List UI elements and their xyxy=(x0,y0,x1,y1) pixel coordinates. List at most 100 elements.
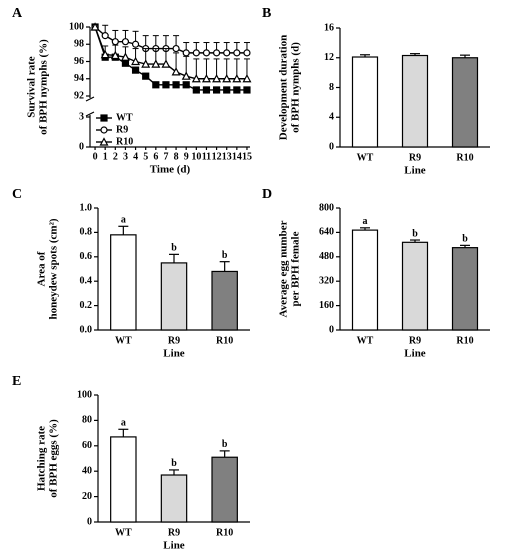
y-tick-label: 20 xyxy=(82,491,92,502)
axis-break xyxy=(85,96,95,102)
significance-letter: b xyxy=(171,243,177,254)
x-tick-label: WT xyxy=(115,527,132,538)
marker xyxy=(171,67,181,76)
marker xyxy=(222,73,232,83)
marker xyxy=(223,86,231,94)
y-tick-label: 80 xyxy=(82,415,92,426)
x-tick-label: 14 xyxy=(232,151,242,162)
legend-label: WT xyxy=(116,112,133,123)
panel-label: D xyxy=(262,187,272,202)
marker xyxy=(202,49,211,57)
x-tick-label: 6 xyxy=(153,151,158,162)
x-tick-label: 1 xyxy=(103,151,108,162)
marker xyxy=(233,86,241,94)
y-tick-label: 3 xyxy=(79,111,84,122)
marker xyxy=(101,32,109,40)
marker xyxy=(192,86,200,94)
x-tick-label: 12 xyxy=(212,151,222,162)
y-tick-label: 1.0 xyxy=(80,202,93,213)
marker xyxy=(232,73,242,83)
marker xyxy=(110,50,120,60)
bar xyxy=(451,57,479,148)
y-axis-label: per BPH female xyxy=(290,231,302,306)
x-tick-label: 5 xyxy=(143,151,148,162)
marker xyxy=(162,81,170,89)
significance-letter: b xyxy=(462,234,468,245)
y-tick-label: 800 xyxy=(319,202,334,213)
x-tick-label: WT xyxy=(357,152,374,163)
line xyxy=(94,26,247,80)
marker xyxy=(120,52,130,61)
x-tick-label: WT xyxy=(115,335,132,346)
x-tick-label: 10 xyxy=(191,151,201,162)
significance-letter: a xyxy=(363,216,368,227)
marker xyxy=(142,72,150,80)
x-tick-label: R9 xyxy=(168,335,180,346)
y-tick-label: 0.2 xyxy=(80,300,93,311)
marker xyxy=(172,44,180,53)
panel-label: C xyxy=(12,187,22,202)
y-tick-label: 12 xyxy=(324,52,334,63)
x-axis-label: Line xyxy=(404,165,426,177)
marker xyxy=(141,59,151,68)
marker xyxy=(111,38,119,46)
x-tick-label: 8 xyxy=(174,151,179,162)
marker xyxy=(202,86,211,94)
x-tick-label: 15 xyxy=(242,151,252,162)
line xyxy=(94,26,247,54)
marker xyxy=(182,81,190,89)
bar xyxy=(160,474,188,523)
x-tick-label: R9 xyxy=(168,527,180,538)
marker xyxy=(161,59,171,68)
line xyxy=(94,26,247,91)
y-axis-label: Area of xyxy=(36,251,48,286)
bar xyxy=(401,241,429,331)
significance-letter: b xyxy=(171,458,177,469)
marker xyxy=(90,22,100,31)
x-axis-label: Line xyxy=(404,348,426,360)
x-tick-label: R10 xyxy=(216,527,233,538)
bar xyxy=(211,270,238,331)
x-tick-label: R10 xyxy=(456,152,473,163)
bar xyxy=(351,56,379,148)
panel-label: A xyxy=(12,6,23,21)
y-tick-label: 0.6 xyxy=(80,251,93,262)
legend-label: R9 xyxy=(116,124,128,135)
marker xyxy=(131,40,140,48)
y-tick-label: 96 xyxy=(74,56,84,67)
bar xyxy=(211,456,238,523)
x-axis-label: Time (d) xyxy=(150,164,191,176)
significance-letter: b xyxy=(222,439,228,450)
y-tick-label: 0 xyxy=(329,324,334,335)
bar xyxy=(451,247,479,331)
x-tick-label: 4 xyxy=(133,151,138,162)
marker xyxy=(212,86,221,94)
y-tick-label: 98 xyxy=(74,39,84,50)
y-tick-label: 100 xyxy=(69,21,84,32)
x-tick-label: 9 xyxy=(184,151,189,162)
marker xyxy=(182,49,190,57)
marker xyxy=(121,59,130,67)
y-tick-label: 0 xyxy=(329,141,334,152)
legend-marker xyxy=(100,114,108,122)
x-tick-label: 3 xyxy=(123,151,128,162)
bar xyxy=(160,262,188,331)
y-tick-label: 480 xyxy=(319,251,334,262)
marker xyxy=(121,38,130,46)
y-tick-label: 94 xyxy=(74,73,84,84)
x-tick-label: R10 xyxy=(216,335,233,346)
y-axis-label: of BPH nymphs (%) xyxy=(38,39,50,135)
x-tick-label: 13 xyxy=(222,151,232,162)
marker xyxy=(212,49,221,57)
marker xyxy=(242,73,252,83)
marker xyxy=(181,71,191,80)
panel-label: B xyxy=(262,6,271,21)
marker xyxy=(100,49,110,59)
y-tick-label: 4 xyxy=(329,112,334,123)
axis-break xyxy=(85,111,95,117)
legend-label: R10 xyxy=(116,136,133,147)
x-tick-label: 11 xyxy=(202,151,211,162)
x-tick-label: 0 xyxy=(93,151,98,162)
x-axis-label: Line xyxy=(163,348,185,360)
